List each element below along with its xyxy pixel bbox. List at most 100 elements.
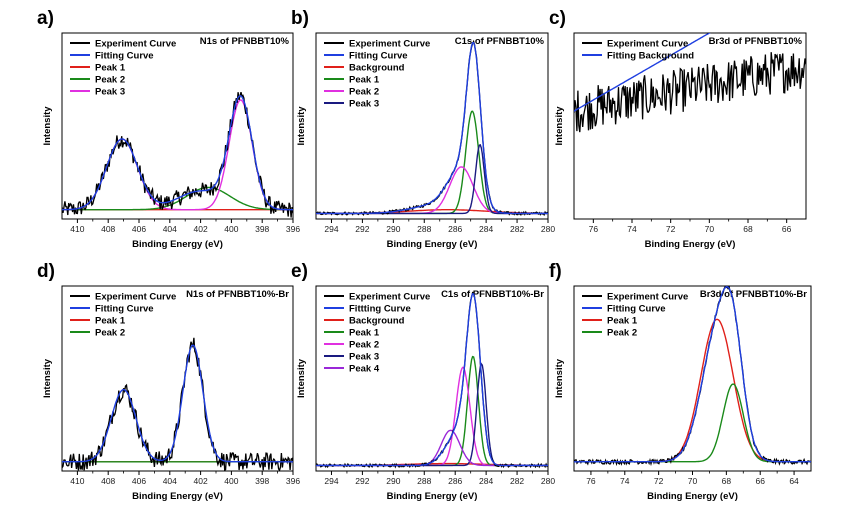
x-tick-label: 396 (286, 224, 300, 234)
series-line-peak-3 (316, 362, 548, 467)
x-axis-label: Binding Energy (eV) (387, 239, 478, 250)
x-tick-label: 286 (448, 476, 462, 486)
legend-entry: Experiment Curve (607, 39, 688, 50)
chart-panel-f: 76 74 72 70 68 66 64 Binding Energy (eV) Intensi… (549, 261, 812, 502)
plot-frame (61, 285, 294, 472)
legend-entry: Fitting Curve (95, 304, 154, 315)
plot-frame (315, 285, 549, 472)
x-axis-label: Binding Energy (eV) (132, 239, 223, 250)
legend-entry: Experiment Curve (95, 39, 176, 50)
x-tick-label: 68 (722, 476, 732, 486)
chart-title: Br3d of PFNBBT10%-Br (700, 289, 807, 300)
legend-entry: Peak 1 (349, 328, 380, 339)
chart-panel-a: 410 408 406 404 402 400 398 396 Binding Energy (… (37, 8, 300, 250)
x-tick-label: 402 (194, 224, 208, 234)
x-tick-label: 398 (255, 476, 269, 486)
plot-frame (61, 32, 294, 220)
y-axis-label: Intensity (296, 358, 307, 398)
chart-title: C1s of PFNBBT10% (455, 36, 545, 47)
chart-panel-b: 294 292 290 288 286 284 282 280 Binding Energy (… (291, 8, 555, 250)
x-tick-label: 70 (688, 476, 698, 486)
series-line-experiment-curve (574, 52, 806, 133)
y-axis-label: Intensity (296, 106, 307, 146)
series-line-fitting-curve (62, 344, 293, 463)
legend-entry: Fittting Curve (349, 304, 411, 315)
x-tick-label: 76 (589, 224, 599, 234)
series-line-peak-1 (574, 318, 811, 463)
x-tick-label: 400 (224, 476, 238, 486)
legend-entry: Experiment Curve (349, 39, 430, 50)
x-tick-label: 402 (194, 476, 208, 486)
panel-label: e) (291, 261, 308, 282)
x-tick-label: 410 (70, 224, 84, 234)
x-axis-label: Binding Energy (eV) (387, 491, 478, 502)
series-line-peak-2 (316, 166, 548, 215)
x-tick-label: 64 (789, 476, 799, 486)
series-line-fitting-curve (316, 41, 548, 215)
y-axis-label: Intensity (42, 358, 53, 398)
x-tick-label: 288 (417, 476, 431, 486)
series-line-peak-2 (62, 186, 293, 211)
legend-entry: Peak 3 (349, 352, 379, 363)
series-line-fitting-curve (574, 286, 811, 463)
x-tick-label: 286 (448, 224, 462, 234)
x-tick-label: 408 (101, 224, 115, 234)
x-tick-label: 292 (355, 476, 369, 486)
legend-entry: Peak 2 (607, 328, 637, 339)
x-tick-label: 410 (70, 476, 84, 486)
legend-entry: Peak 2 (95, 328, 125, 339)
legend-entry: Peak 1 (349, 75, 380, 86)
chart-title: N1s of PFNBBT10% (200, 36, 290, 47)
x-tick-label: 282 (510, 476, 524, 486)
y-axis-label: Intensity (554, 106, 565, 146)
legend-entry: Background (349, 63, 405, 74)
x-tick-label: 284 (479, 224, 493, 234)
plot-frame (315, 32, 549, 220)
series-line-fittting-curve (316, 292, 548, 467)
x-tick-label: 68 (743, 224, 753, 234)
x-tick-label: 294 (324, 476, 338, 486)
legend-entry: Experiment Curve (95, 292, 176, 303)
series-line-experiment-curve (62, 337, 293, 471)
panel-label: c) (549, 8, 566, 29)
x-tick-label: 288 (417, 224, 431, 234)
x-tick-label: 292 (355, 224, 369, 234)
legend-entry: Fitting Curve (349, 51, 408, 62)
x-tick-label: 396 (286, 476, 300, 486)
x-tick-label: 284 (479, 476, 493, 486)
chart-title: C1s of PFNBBT10%-Br (441, 289, 544, 300)
series-line-fitting-curve (62, 95, 293, 211)
legend-entry: Peak 2 (95, 75, 125, 86)
x-axis-label: Binding Energy (eV) (132, 491, 223, 502)
legend-entry: Peak 3 (349, 99, 379, 110)
legend-entry: Fitting Curve (607, 304, 666, 315)
series-line-peak-4 (316, 429, 548, 467)
x-tick-label: 70 (705, 224, 715, 234)
y-axis-label: Intensity (554, 358, 565, 398)
x-tick-label: 72 (666, 224, 676, 234)
legend-entry: Peak 1 (95, 63, 126, 74)
x-tick-label: 76 (586, 476, 596, 486)
x-tick-label: 74 (620, 476, 630, 486)
legend-entry: Peak 2 (349, 87, 379, 98)
panel-label: f) (549, 261, 562, 282)
chart-panel-e: 294 292 290 288 286 284 282 280 Binding Energy (… (291, 261, 555, 502)
legend-entry: Fitting Curve (95, 51, 154, 62)
x-tick-label: 406 (132, 224, 146, 234)
x-axis-label: Binding Energy (eV) (647, 491, 738, 502)
x-tick-label: 406 (132, 476, 146, 486)
legend-entry: Peak 4 (349, 364, 380, 375)
legend-entry: Experiment Curve (349, 292, 430, 303)
chart-title: Br3d of PFNBBT10% (709, 36, 803, 47)
series-line-fitting-background (574, 33, 711, 112)
panel-label: d) (37, 261, 55, 282)
legend-entry: Peak 1 (607, 316, 638, 327)
legend-entry: Fitting Background (607, 51, 694, 62)
x-tick-label: 290 (386, 224, 400, 234)
x-tick-label: 72 (654, 476, 664, 486)
x-tick-label: 74 (627, 224, 637, 234)
chart-title: N1s of PFNBBT10%-Br (186, 289, 289, 300)
x-tick-label: 404 (163, 476, 177, 486)
x-tick-label: 408 (101, 476, 115, 486)
